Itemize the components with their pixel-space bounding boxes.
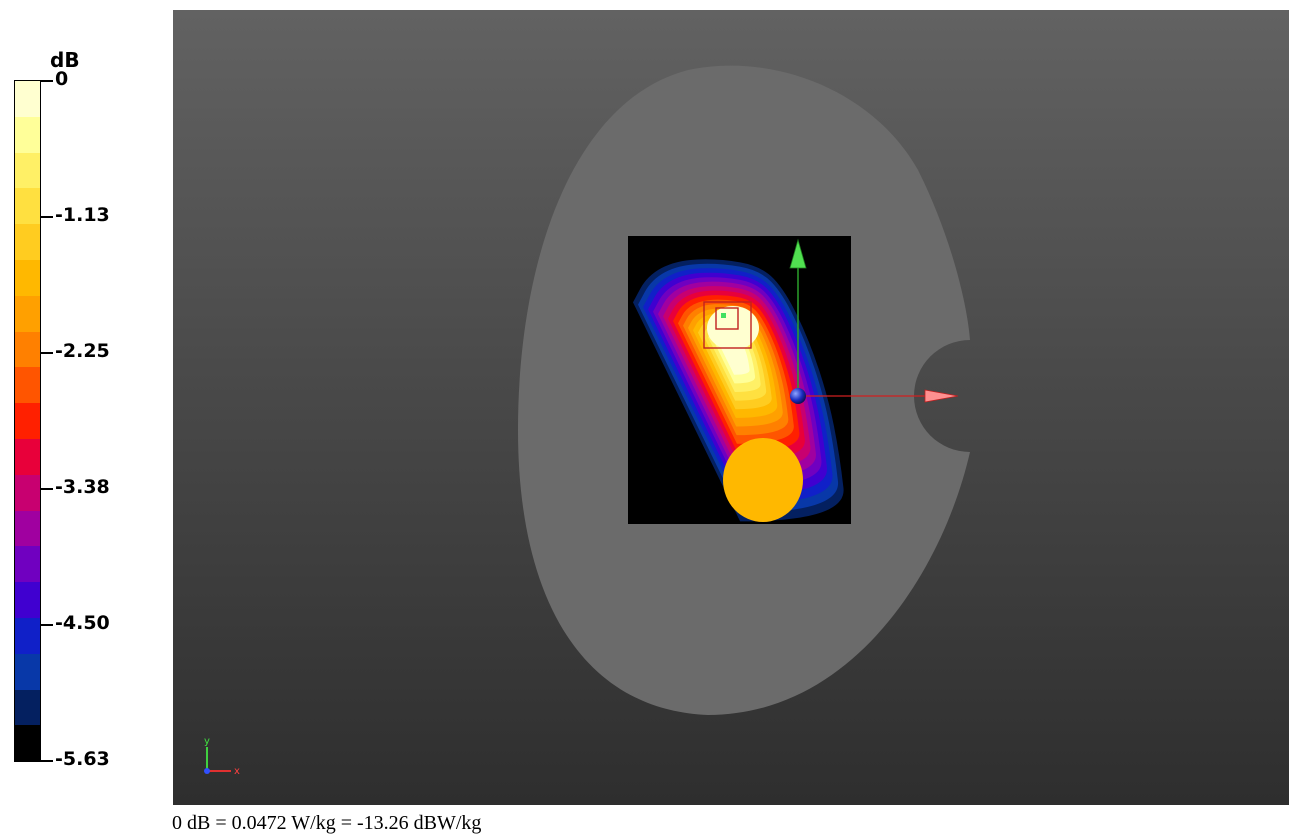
colorbar-tick-mark bbox=[41, 488, 53, 491]
green-arrow-head-icon bbox=[789, 238, 807, 269]
colorbar-segment bbox=[15, 367, 40, 404]
colorbar-segment bbox=[15, 224, 40, 260]
sar-contour-map bbox=[633, 259, 844, 522]
colorbar-segment bbox=[15, 725, 40, 762]
triad-y-label: y bbox=[204, 736, 210, 747]
colorbar-tick-label: -4.50 bbox=[55, 611, 110, 634]
colorbar-tick-label: -3.38 bbox=[55, 476, 110, 499]
colorbar-tick-mark bbox=[41, 623, 53, 626]
colorbar-segment bbox=[15, 81, 40, 117]
colorbar-segment bbox=[15, 152, 40, 189]
colorbar-segment bbox=[15, 295, 40, 332]
colorbar-tick-label: -5.63 bbox=[55, 748, 110, 770]
colorbar-segment bbox=[15, 617, 40, 654]
colorbar-segment bbox=[15, 689, 40, 726]
colorbar-tick-mark bbox=[41, 80, 53, 82]
colorbar-segment bbox=[15, 259, 40, 296]
zoom-scan-outer-box bbox=[703, 301, 752, 349]
peak-marker bbox=[721, 313, 726, 318]
colorbar-tick-label: 0 bbox=[55, 68, 69, 90]
colorbar-tick-mark bbox=[41, 351, 53, 354]
colorbar-segment bbox=[15, 546, 40, 583]
colorbar-segment bbox=[15, 188, 40, 225]
colorbar-scale bbox=[14, 80, 41, 762]
contour-lower-lobe bbox=[723, 438, 803, 522]
colorbar-segment bbox=[15, 510, 40, 547]
sar-scene: y x bbox=[204, 65, 970, 777]
colorbar-segment bbox=[15, 582, 40, 618]
axes-triad: y x bbox=[204, 736, 240, 777]
colorbar-tick-mark bbox=[41, 216, 53, 219]
colorbar-segment bbox=[15, 403, 40, 439]
triad-x-label: x bbox=[234, 766, 240, 777]
colorbar-segment bbox=[15, 116, 40, 153]
contour-peak bbox=[707, 306, 759, 350]
zoom-scan-inner-box bbox=[715, 307, 739, 330]
colorbar-tick-mark bbox=[41, 760, 53, 762]
origin-sphere-icon bbox=[790, 388, 806, 404]
colorbar-segment bbox=[15, 438, 40, 475]
colorbar-unit-label: dB bbox=[50, 48, 80, 72]
3d-viewport[interactable]: y x bbox=[173, 10, 1289, 805]
colorbar-segment bbox=[15, 474, 40, 511]
colorbar-tick-label: -1.13 bbox=[55, 204, 110, 227]
colorbar-segment bbox=[15, 653, 40, 690]
reference-caption: 0 dB = 0.0472 W/kg = -13.26 dBW/kg bbox=[172, 812, 482, 834]
red-arrow-head-icon bbox=[924, 389, 959, 403]
colorbar-segment bbox=[15, 331, 40, 368]
colorbar-legend: dB 0 -1.13 -2.25 -3.38 -4.50 -5.63 bbox=[0, 0, 170, 800]
colorbar-tick-label: -2.25 bbox=[55, 339, 110, 362]
